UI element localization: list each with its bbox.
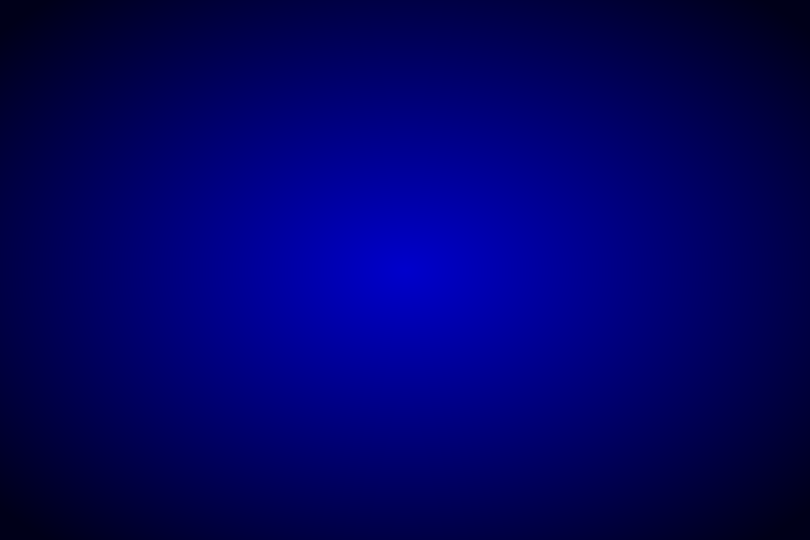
Text: a. dose-effect curve: a. dose-effect curve bbox=[166, 306, 374, 326]
Text: Pharmacokinetics: Pharmacokinetics bbox=[126, 102, 377, 125]
Text: c. ligand binding: c. ligand binding bbox=[166, 387, 339, 407]
Text: e. neurotransmitter systems: e. neurotransmitter systems bbox=[166, 468, 463, 488]
Text: d. agonist vs. antagonist: d. agonist vs. antagonist bbox=[166, 427, 423, 448]
Text: b. therapeutic index: b. therapeutic index bbox=[166, 346, 377, 367]
Text: Pharmacodynamics: Pharmacodynamics bbox=[126, 255, 400, 279]
Text: a. route of administration: a. route of administration bbox=[166, 152, 432, 172]
Text: b. absorption and elimination: b. absorption and elimination bbox=[166, 192, 473, 213]
